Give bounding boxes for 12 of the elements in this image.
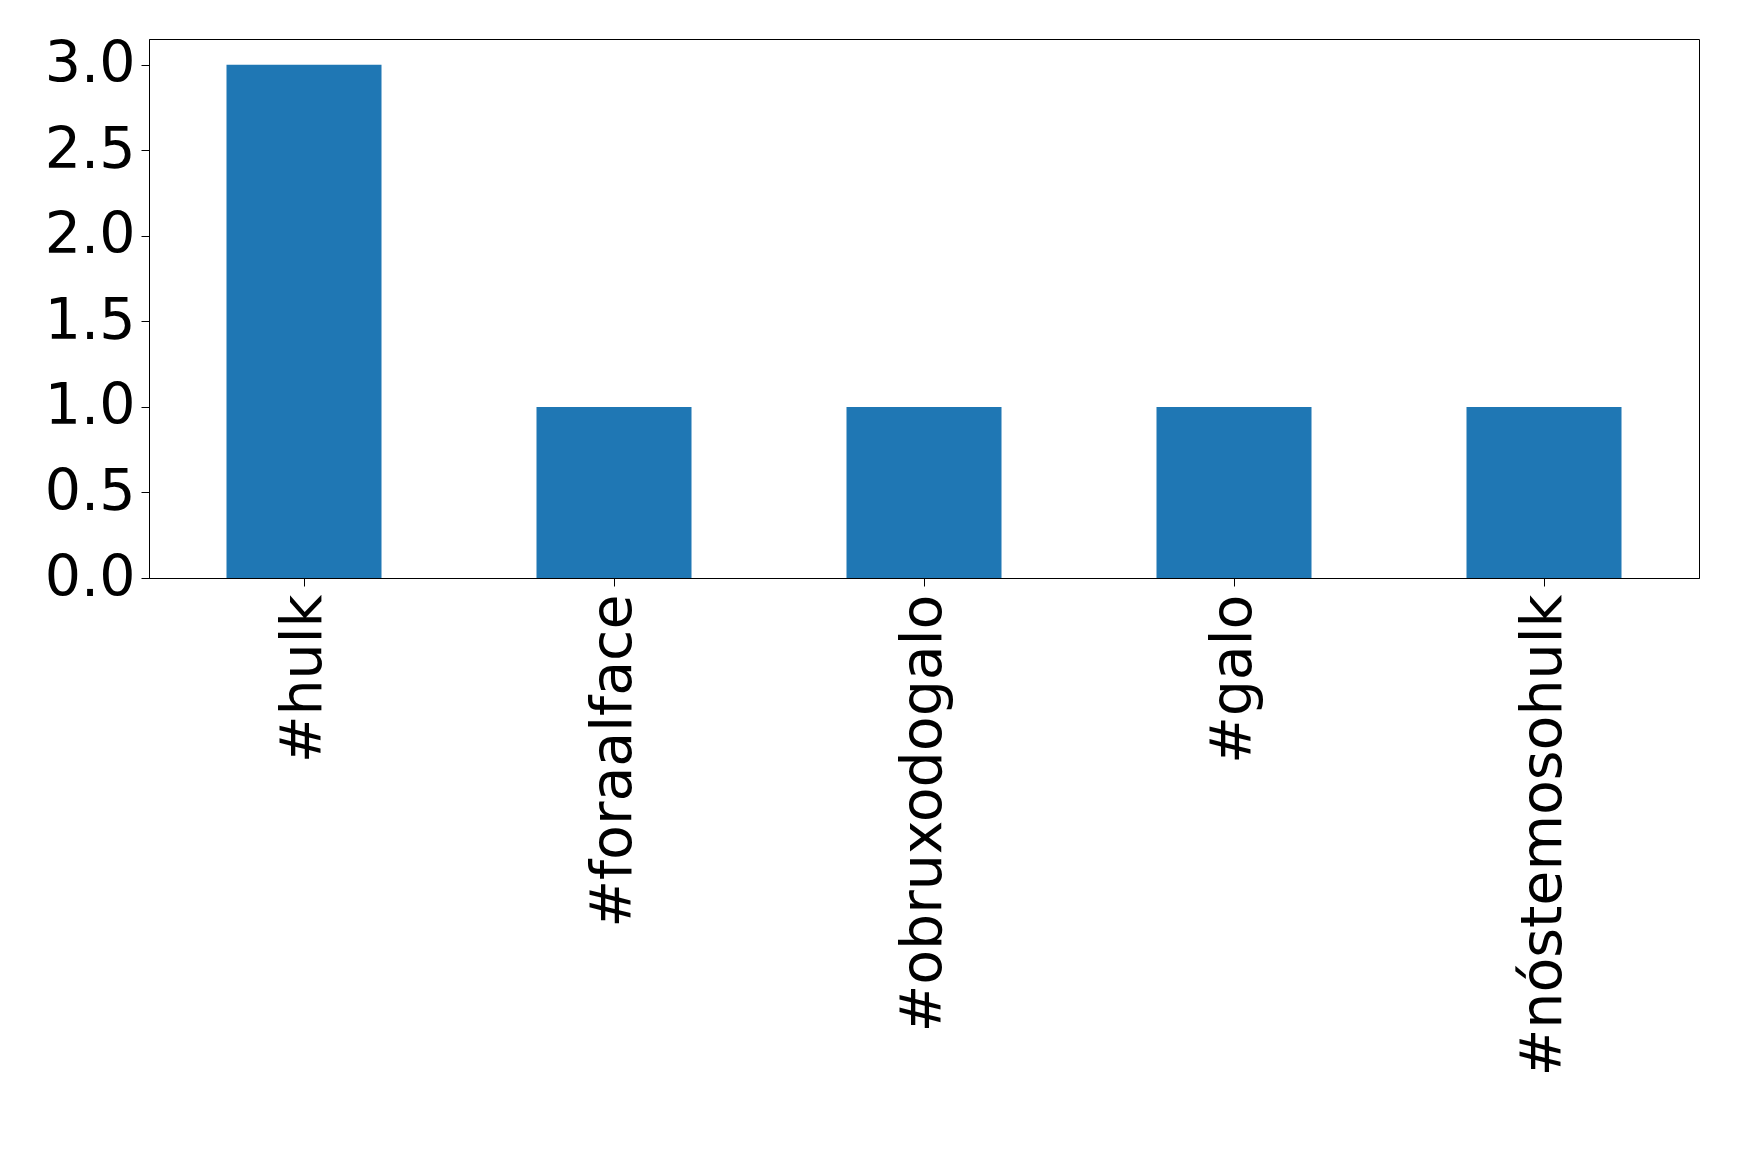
y-tick-label: 0.5 [44,456,136,523]
y-tick-label: 3.0 [44,29,136,96]
x-tick-label: #nóstemosohulk [1508,594,1574,1077]
x-tick-label: #obruxodogalo [888,594,954,1033]
y-tick-label: 2.5 [44,114,136,181]
x-tick-label: #galo [1198,594,1264,765]
x-tick-label: #hulk [268,594,334,764]
y-tick-label: 1.5 [44,285,136,352]
y-tick-label: 0.0 [44,542,136,609]
y-tick-label: 1.0 [44,371,136,438]
y-tick-label: 2.0 [44,200,136,267]
x-tick-label: #foraalface [578,594,644,928]
